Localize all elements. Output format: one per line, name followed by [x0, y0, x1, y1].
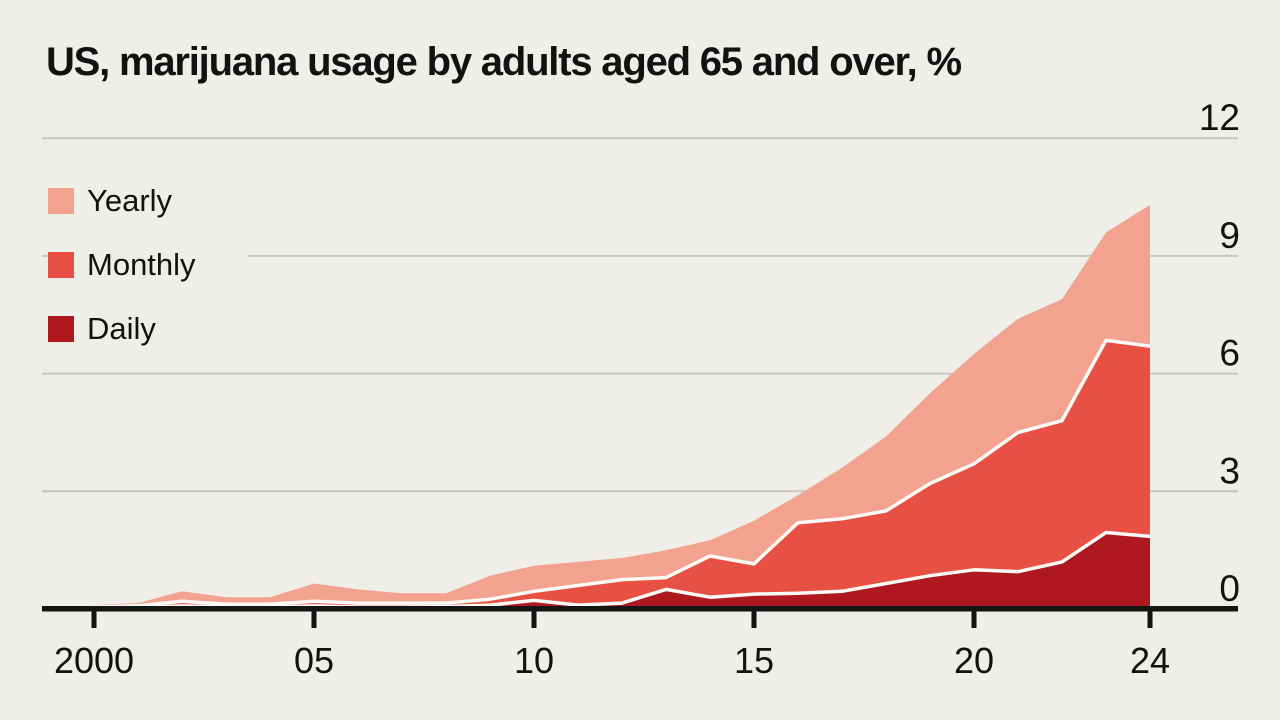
x-axis-tick-2020: [971, 611, 977, 628]
y-axis-label-12: 12: [1199, 97, 1240, 138]
legend-item-daily: Daily: [48, 313, 196, 344]
x-axis-label-2010: 10: [514, 640, 554, 681]
legend-swatch-daily: [48, 315, 74, 342]
legend: Yearly Monthly Daily: [48, 185, 248, 348]
legend-label-daily: Daily: [87, 311, 156, 346]
legend-label-yearly: Yearly: [87, 183, 173, 218]
x-axis-label-2000: 2000: [54, 640, 134, 681]
area-daily: [44, 532, 1150, 609]
x-axis-label-2015: 15: [734, 640, 774, 681]
edge-line-monthly: [43, 338, 1151, 610]
y-axis-label-6: 6: [1219, 333, 1240, 374]
x-axis-label-2005: 05: [294, 640, 334, 681]
legend-item-monthly: Monthly: [48, 249, 196, 280]
legend-swatch-monthly: [48, 251, 74, 278]
legend-item-yearly: Yearly: [48, 185, 196, 216]
x-axis-tick-2005: [311, 611, 317, 628]
y-axis-label-9: 9: [1219, 215, 1240, 256]
x-axis-tick-2024: [1147, 611, 1153, 628]
x-axis-line: [42, 606, 1238, 612]
x-axis-tick-2010: [531, 611, 537, 628]
y-axis-label-3: 3: [1219, 450, 1240, 491]
chart-title: US, marijuana usage by adults aged 65 an…: [46, 40, 962, 84]
legend-label-monthly: Monthly: [87, 247, 196, 282]
x-axis-label-2024: 24: [1130, 640, 1170, 681]
area-monthly: [44, 340, 1150, 609]
x-axis-tick-2015: [751, 611, 757, 628]
x-axis-tick-2000: [91, 611, 97, 628]
x-axis-label-2020: 20: [954, 640, 994, 681]
y-axis-label-0: 0: [1219, 568, 1240, 609]
area-yearly: [44, 204, 1150, 609]
legend-swatch-yearly: [48, 187, 74, 214]
